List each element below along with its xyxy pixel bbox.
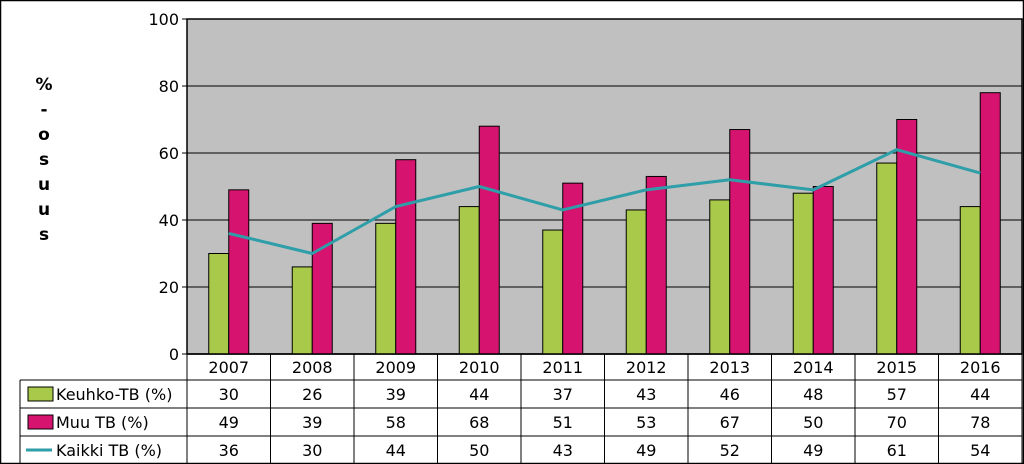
- table-cell-value: 51: [553, 413, 573, 432]
- bar-keuhko-tb-2012: [625, 209, 647, 355]
- y-axis-label-char: s: [39, 225, 49, 245]
- table-cell-value: 54: [970, 441, 990, 460]
- legend-label: Muu TB (%): [56, 413, 149, 432]
- table-cell-value: 61: [887, 441, 907, 460]
- table-cell-value: 30: [219, 385, 239, 404]
- bar-keuhko-tb-2013: [709, 199, 731, 355]
- bar-keuhko-tb-2010: [458, 206, 480, 355]
- table-cell-value: 30: [302, 441, 322, 460]
- table-cell-value: 49: [636, 441, 656, 460]
- y-axis-label-char: o: [38, 125, 50, 145]
- bar-keuhko-tb-2011: [542, 229, 564, 355]
- table-cell-value: 43: [553, 441, 573, 460]
- y-axis-label-char: s: [39, 150, 49, 170]
- table-cell-value: 39: [386, 385, 406, 404]
- table-cell-value: 44: [970, 385, 990, 404]
- x-tick-label-2010: 2010: [459, 358, 500, 377]
- table-cell-value: 26: [302, 385, 322, 404]
- table-cell-value: 78: [970, 413, 990, 432]
- y-axis-label-char: -: [40, 100, 47, 120]
- table-cell-value: 57: [887, 385, 907, 404]
- bar-muu-2014: [812, 186, 834, 355]
- bar-muu-2012: [645, 175, 667, 355]
- table-cell-value: 48: [803, 385, 823, 404]
- table-cell-value: 50: [803, 413, 823, 432]
- table-cell-value: 49: [219, 413, 239, 432]
- legend-key-bar: [27, 386, 54, 402]
- y-tick-label: 100: [148, 10, 179, 29]
- y-tick-label: 60: [159, 144, 179, 163]
- line-series: [228, 148, 981, 255]
- legend-key-bar: [27, 414, 54, 430]
- table-cell-value: 52: [720, 441, 740, 460]
- table-cell-value: 53: [636, 413, 656, 432]
- y-tick-label: 40: [159, 211, 179, 230]
- y-tick-label: 20: [159, 278, 179, 297]
- bar-muu-2016: [979, 92, 1001, 355]
- bar-keuhko-tb-2008: [291, 266, 313, 355]
- bar-muu-2009: [395, 159, 417, 355]
- legend-label: Kaikki TB (%): [56, 441, 162, 460]
- table-cell-value: 44: [469, 385, 489, 404]
- y-tick-label: 0: [169, 345, 179, 364]
- x-tick-label-2009: 2009: [375, 358, 416, 377]
- bar-muu-2013: [729, 129, 751, 355]
- table-cell-value: 37: [553, 385, 573, 404]
- bar-keuhko-tb-2015: [876, 162, 898, 355]
- bar-keuhko-tb-2016: [959, 206, 981, 355]
- x-tick-label-2008: 2008: [292, 358, 333, 377]
- table-cell-value: 46: [720, 385, 740, 404]
- x-tick-label-2016: 2016: [960, 358, 1001, 377]
- x-tick-label-2007: 2007: [208, 358, 249, 377]
- table-cell-value: 58: [386, 413, 406, 432]
- y-tick-label: 80: [159, 77, 179, 96]
- x-tick-label-2012: 2012: [626, 358, 667, 377]
- y-axis-ticks: 0 20 40 60 80 100: [148, 10, 187, 364]
- table-cell-value: 68: [469, 413, 489, 432]
- bar-keuhko-tb-2009: [375, 222, 397, 355]
- table-cell-value: 70: [887, 413, 907, 432]
- y-axis-label-char: u: [38, 200, 50, 220]
- legend-label: Keuhko-TB (%): [56, 385, 172, 404]
- bar-muu-2010: [478, 125, 500, 355]
- bar-keuhko-tb-2014: [792, 192, 814, 355]
- bar-muu-2007: [228, 189, 250, 355]
- table-cell-value: 67: [720, 413, 740, 432]
- table-cell-value: 50: [469, 441, 489, 460]
- data-table: 2007 2008 2009 2010 2011 2012 2013 2014 2015 2016…: [19, 353, 1023, 464]
- x-tick-label-2014: 2014: [793, 358, 834, 377]
- line-kaikki-tb: [228, 148, 981, 255]
- y-axis-label-char: %: [35, 75, 52, 95]
- x-tick-label-2013: 2013: [709, 358, 750, 377]
- x-tick-label-2011: 2011: [542, 358, 583, 377]
- y-axis-label-char: u: [38, 175, 50, 195]
- table-cell-value: 39: [302, 413, 322, 432]
- table-cell-value: 43: [636, 385, 656, 404]
- x-tick-label-2015: 2015: [876, 358, 917, 377]
- table-cell-value: 49: [803, 441, 823, 460]
- table-cell-value: 44: [386, 441, 406, 460]
- bar-keuhko-tb-2007: [208, 253, 230, 355]
- table-cell-value: 36: [219, 441, 239, 460]
